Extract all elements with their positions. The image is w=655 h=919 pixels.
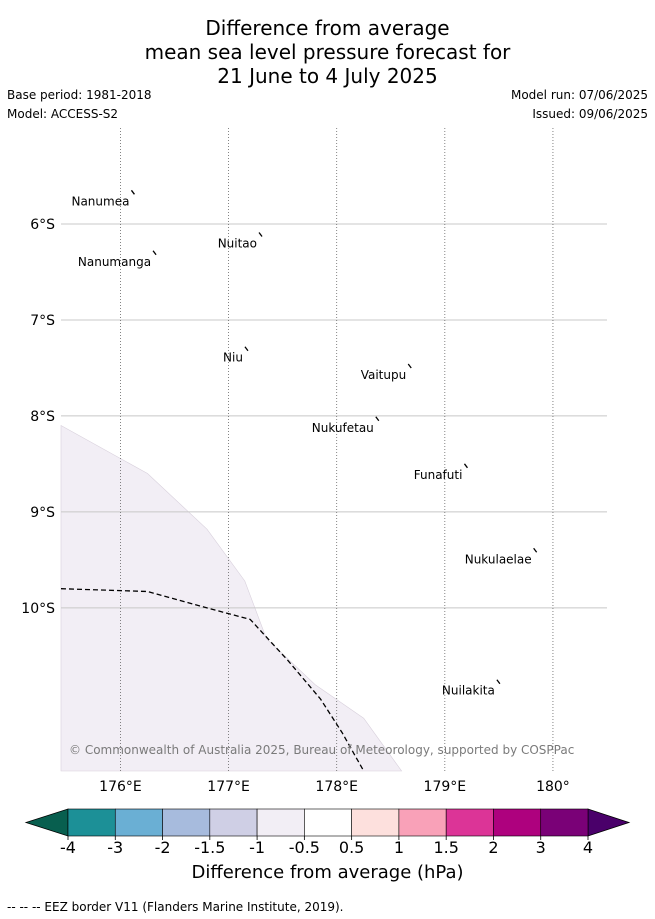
lat-tick-label: 10°S bbox=[21, 601, 55, 617]
lat-tick-label: 8°S bbox=[30, 409, 55, 425]
colorbar-swatch bbox=[256, 808, 305, 837]
colorbar-swatch bbox=[351, 808, 400, 837]
colorbar-swatch bbox=[445, 808, 494, 837]
issued-date: Issued: 09/06/2025 bbox=[532, 107, 648, 121]
colorbar-swatch bbox=[209, 808, 258, 837]
colorbar-arrow-low bbox=[24, 808, 69, 837]
island-label: Nukulaelae bbox=[465, 552, 532, 566]
model-run: Model run: 07/06/2025 bbox=[510, 88, 648, 102]
colorbar-swatch bbox=[304, 808, 352, 837]
colorbar-arrow-high bbox=[587, 808, 631, 837]
colorbar-tick-label: -0.5 bbox=[289, 838, 320, 857]
island-shape bbox=[152, 250, 157, 256]
colorbar-tick-label: 1 bbox=[394, 838, 404, 857]
colorbar-tick-label: -1.5 bbox=[194, 838, 225, 857]
island-label: Vaitupu bbox=[361, 368, 407, 382]
colorbar-tick-label: 0.5 bbox=[339, 838, 364, 857]
island-label: Nuitao bbox=[218, 237, 257, 251]
lat-tick-label: 7°S bbox=[30, 313, 55, 329]
colorbar-tick-label: -2 bbox=[155, 838, 171, 857]
copyright-notice: © Commonwealth of Australia 2025, Bureau… bbox=[69, 743, 574, 757]
title-line-3: 21 June to 4 July 2025 bbox=[217, 64, 438, 88]
island-label: Niu bbox=[223, 351, 243, 365]
chart-title: Difference from average mean sea level p… bbox=[0, 16, 655, 88]
island-shape bbox=[375, 416, 380, 422]
colorbar-swatch bbox=[398, 808, 447, 837]
lon-tick-label: 180° bbox=[536, 779, 570, 795]
colorbar-swatch bbox=[114, 808, 163, 837]
lon-tick-label: 177°E bbox=[207, 779, 250, 795]
island-label: Nukufetau bbox=[312, 421, 374, 435]
title-line-2: mean sea level pressure forecast for bbox=[144, 40, 511, 64]
island-label: Nanumanga bbox=[78, 255, 151, 269]
colorbar-tick-label: 4 bbox=[583, 838, 593, 857]
model-name: Model: ACCESS-S2 bbox=[7, 107, 119, 121]
colorbar-swatch bbox=[540, 808, 589, 837]
colorbar-tick-label: -4 bbox=[60, 838, 76, 857]
lon-tick-label: 178°E bbox=[315, 779, 358, 795]
colorbar-tick-label: 3 bbox=[536, 838, 546, 857]
colorbar-tick-label: -3 bbox=[107, 838, 123, 857]
island-shape bbox=[496, 679, 501, 685]
lat-tick-label: 6°S bbox=[30, 217, 55, 233]
colorbar-tick-label: 1.5 bbox=[433, 838, 458, 857]
island-shape bbox=[258, 232, 263, 237]
colorbar-tick-label: 2 bbox=[488, 838, 498, 857]
eez-legend: -- -- -- EEZ border V11 (Flanders Marine… bbox=[7, 900, 344, 914]
island-label: Nuilakita bbox=[442, 684, 495, 698]
colorbar-title: Difference from average (hPa) bbox=[191, 862, 464, 883]
island-shape bbox=[244, 346, 249, 352]
colorbar-tick-label: -1 bbox=[249, 838, 265, 857]
island-label: Nanumea bbox=[71, 194, 129, 208]
base-period: Base period: 1981-2018 bbox=[7, 88, 152, 102]
lon-tick-label: 176°E bbox=[99, 779, 142, 795]
island-shape bbox=[130, 189, 135, 195]
island-shape bbox=[533, 547, 538, 553]
eez-border-line bbox=[60, 588, 365, 772]
colorbar-swatch bbox=[493, 808, 542, 837]
island-shape bbox=[407, 363, 412, 369]
island-label: Funafuti bbox=[414, 468, 463, 482]
title-line-1: Difference from average bbox=[205, 16, 450, 40]
lon-tick-label: 179°E bbox=[424, 779, 467, 795]
island-shape bbox=[463, 463, 468, 469]
colorbar-swatch bbox=[162, 808, 211, 837]
lat-tick-label: 9°S bbox=[30, 505, 55, 521]
colorbar-swatch bbox=[67, 808, 116, 837]
